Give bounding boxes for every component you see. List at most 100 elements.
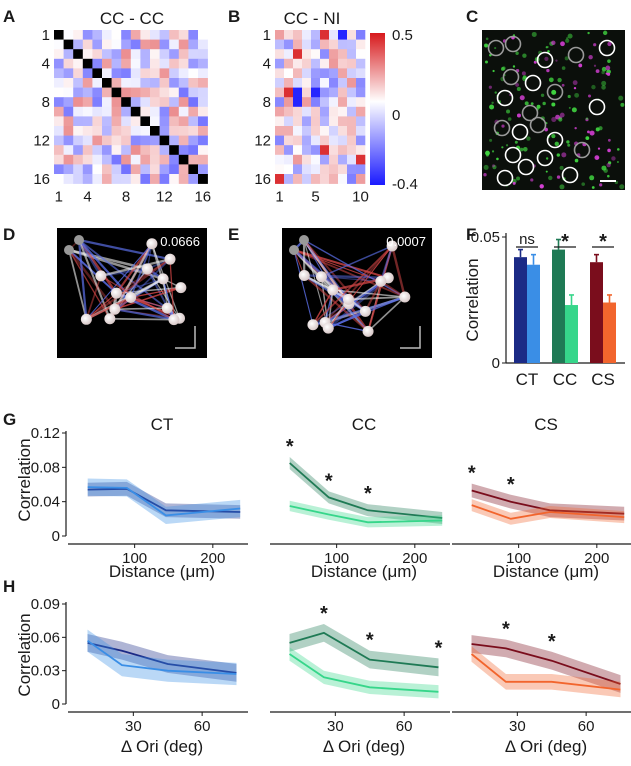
heatmap-cell [102, 78, 112, 88]
heatmap-cell [178, 87, 189, 98]
network-edge [68, 249, 111, 320]
tick-label: 4 [42, 56, 50, 73]
bar [514, 257, 527, 363]
heatmap-cell [293, 97, 303, 108]
series-line [87, 642, 237, 674]
roi-circle [573, 141, 591, 159]
fluorescent-spot [574, 158, 579, 163]
fluorescent-spot [544, 56, 549, 61]
network-node [74, 235, 84, 245]
series-line [471, 489, 625, 515]
fluorescent-spot [530, 178, 534, 182]
network-edge [100, 275, 175, 321]
heatmap-cell [140, 39, 151, 50]
heatmap-cell [188, 68, 199, 79]
network-edge [169, 259, 175, 320]
heatmap-cell [338, 97, 348, 108]
heatmap-cell [338, 30, 348, 40]
fluorescent-spot [484, 43, 489, 48]
heatmap-cell [102, 154, 112, 165]
heatmap-cell [178, 135, 189, 146]
heatmap-cell [311, 116, 321, 127]
tick-label: 100 [122, 550, 147, 567]
fluorescent-spot [557, 77, 562, 83]
heatmap-cell [169, 97, 180, 108]
heatmap-cell [293, 78, 303, 88]
heatmap-cell [356, 49, 366, 60]
heatmap-cell [320, 58, 330, 69]
heatmap-cell [284, 135, 294, 146]
heatmap-cell [140, 126, 151, 136]
fluorescent-spot [578, 63, 583, 68]
heatmap-cell [293, 39, 303, 50]
roi-circle [521, 104, 539, 122]
heatmap-cell [121, 145, 132, 156]
heatmap-cell [347, 49, 357, 60]
heatmap-cell [329, 78, 339, 88]
heatmap-cell [63, 58, 74, 69]
heatmap-cell [73, 135, 84, 146]
network-edge [130, 258, 171, 299]
heatmap-cell [121, 164, 132, 175]
heatmap-cell [188, 87, 199, 98]
fluorescent-spot [611, 156, 616, 161]
heatmap-cell [92, 58, 103, 69]
heatmap-cell [130, 174, 141, 184]
heatmap-cell [293, 145, 303, 156]
heatmap-cell [121, 68, 132, 79]
series-line [289, 505, 443, 524]
heatmap-cell [347, 68, 357, 79]
heatmap-cell [82, 68, 93, 79]
error-band [87, 481, 241, 519]
fluorescent-spot [601, 85, 606, 90]
fluorescent-spot [555, 59, 558, 62]
heatmap-cell [130, 164, 141, 175]
heatmap-cell [293, 154, 303, 165]
colorbar-min-label: -0.4 [392, 176, 418, 193]
heatmap-cell [159, 106, 170, 117]
heatmap-cell [178, 106, 189, 117]
heatmap-cell [320, 78, 330, 88]
heatmap-cell [329, 68, 339, 79]
heatmap-cell [159, 174, 170, 184]
heatmap-cell [347, 39, 357, 50]
network-node [141, 263, 153, 275]
network-edge [348, 280, 382, 305]
panel-f-plot: 0 0.05 CT ns CC * CS * [471, 229, 625, 389]
heatmap-cell [188, 78, 199, 88]
category-label: CS [591, 370, 615, 389]
fluorescent-spot [484, 60, 488, 64]
heatmap-cell [121, 78, 132, 88]
heatmap-cell [111, 164, 122, 175]
significance-star: * [468, 463, 476, 485]
heatmap-cell [159, 68, 170, 79]
heatmap-cell [121, 30, 132, 40]
heatmap-cell [198, 68, 208, 79]
heatmap-cell [111, 68, 122, 79]
heatmap-cell [82, 30, 93, 40]
network-node [64, 245, 74, 255]
network-edge [85, 243, 153, 320]
heatmap-cell [302, 116, 312, 127]
heatmap-cell [329, 135, 339, 146]
fluorescent-spot [561, 83, 565, 87]
bar [552, 249, 565, 363]
heatmap-cell [293, 106, 303, 117]
heatmap-cell [188, 106, 199, 117]
heatmap-cell [82, 87, 93, 98]
heatmap-cell [63, 97, 74, 108]
heatmap-cell [320, 154, 330, 165]
fluorescent-spot [588, 54, 593, 60]
heatmap-cell [293, 87, 303, 98]
heatmap-cell [130, 49, 141, 60]
heatmap-cell [178, 39, 189, 50]
heatmap-cell [293, 30, 303, 40]
network-node [110, 287, 122, 299]
network-node [386, 240, 398, 252]
heatmap-cell [73, 116, 84, 127]
heatmap-cell [284, 78, 294, 88]
network-edge [293, 248, 389, 279]
x-axis-label: Δ Ori (deg) [323, 737, 405, 756]
heatmap-cell [275, 145, 285, 156]
network-edge [327, 310, 366, 330]
